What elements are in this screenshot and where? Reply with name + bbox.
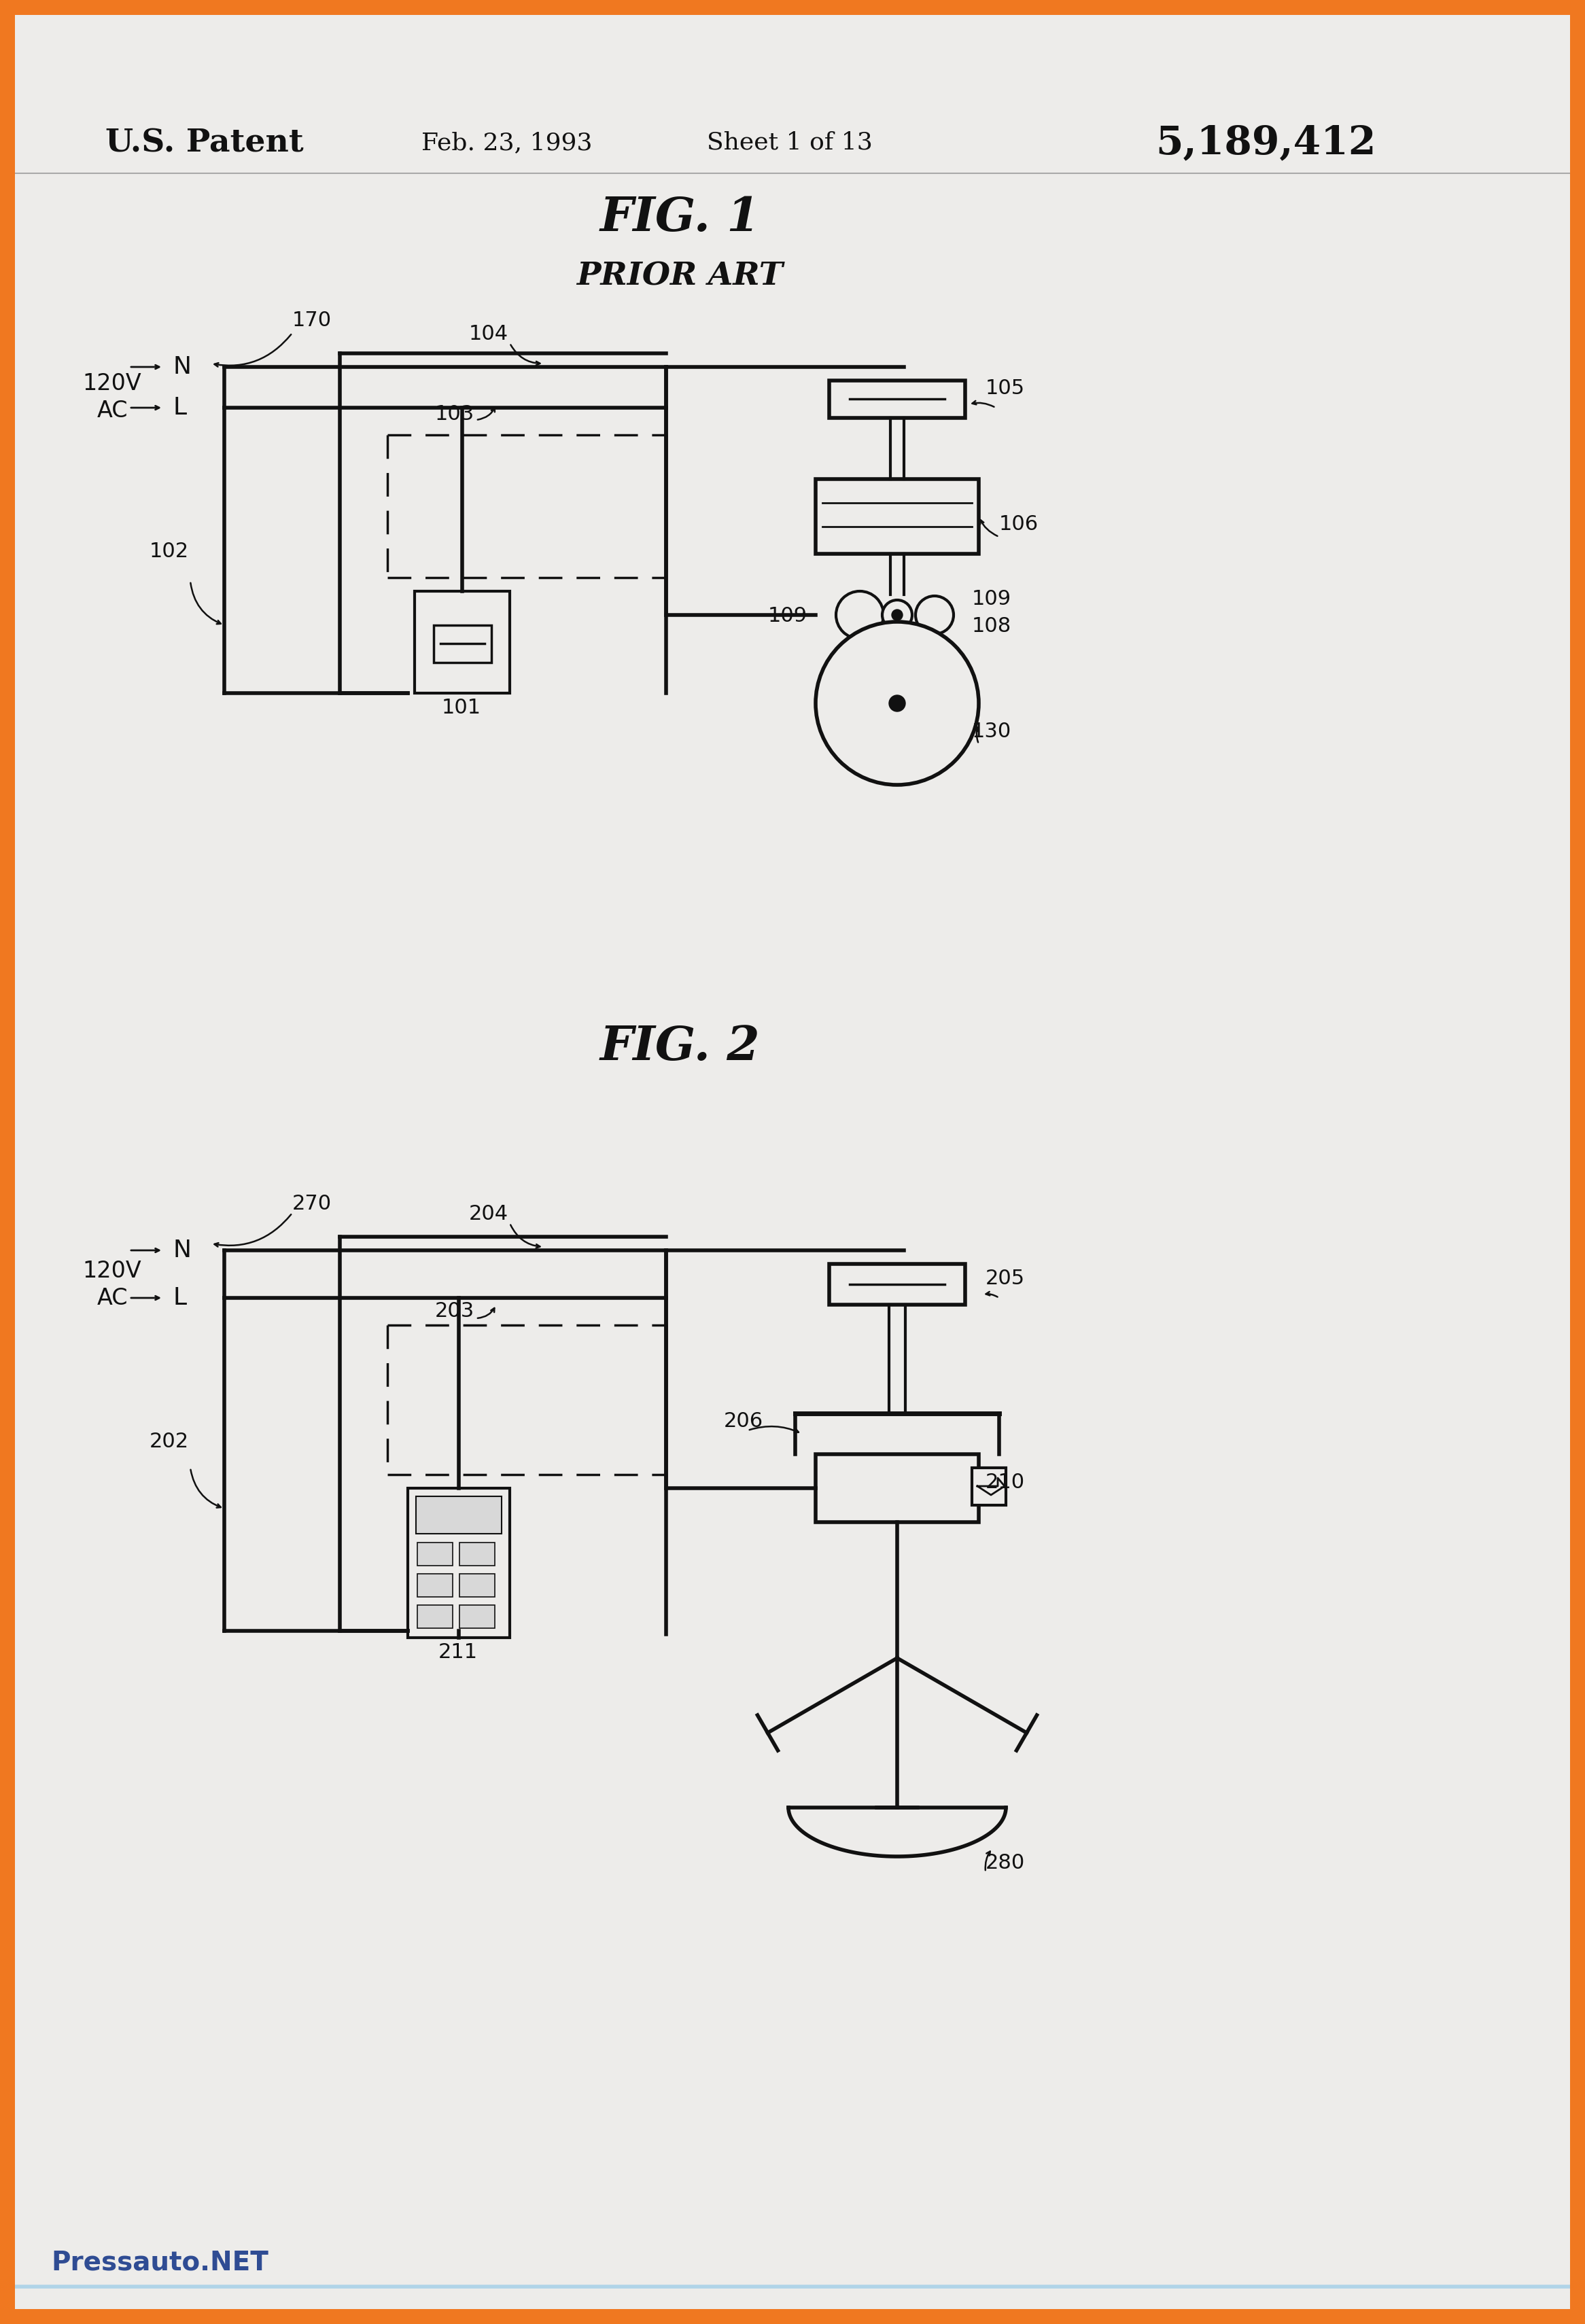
- Text: 211: 211: [439, 1643, 479, 1662]
- Bar: [0, 2310, 1585, 2324]
- Text: 106: 106: [999, 514, 1038, 535]
- Bar: [816, 479, 978, 553]
- Text: PRIOR ART: PRIOR ART: [577, 260, 783, 293]
- Text: 104: 104: [469, 323, 509, 344]
- Text: 204: 204: [469, 1204, 509, 1225]
- Text: 105: 105: [986, 379, 1025, 397]
- Circle shape: [883, 600, 911, 630]
- Bar: [829, 381, 965, 418]
- Text: 5,189,412: 5,189,412: [1155, 123, 1376, 163]
- Text: 203: 203: [434, 1301, 474, 1320]
- Text: 120V: 120V: [82, 1260, 141, 1283]
- Text: Sheet 1 of 13: Sheet 1 of 13: [707, 130, 873, 153]
- Bar: [415, 590, 510, 693]
- Text: FIG. 1: FIG. 1: [599, 195, 759, 242]
- Bar: [417, 1573, 453, 1597]
- Bar: [460, 1543, 495, 1566]
- Bar: [460, 1573, 495, 1597]
- Circle shape: [835, 590, 883, 639]
- Text: 101: 101: [442, 697, 482, 718]
- Bar: [434, 625, 491, 662]
- Text: 270: 270: [292, 1195, 331, 1213]
- Text: 280: 280: [986, 1852, 1025, 1873]
- Circle shape: [889, 695, 905, 711]
- Bar: [1571, 0, 1585, 2324]
- Text: 206: 206: [724, 1411, 764, 1432]
- Text: 103: 103: [434, 404, 474, 423]
- Bar: [816, 1455, 978, 1522]
- Circle shape: [816, 623, 978, 786]
- Bar: [0, 0, 1585, 14]
- Text: 109: 109: [769, 607, 807, 625]
- Bar: [417, 1543, 453, 1566]
- Bar: [972, 1469, 1006, 1506]
- Text: AC: AC: [97, 1287, 128, 1308]
- Circle shape: [916, 595, 954, 634]
- Bar: [417, 1606, 453, 1629]
- Bar: [407, 1487, 510, 1638]
- Text: L: L: [173, 395, 187, 418]
- Text: N: N: [173, 1239, 192, 1262]
- Text: FIG. 2: FIG. 2: [599, 1025, 759, 1069]
- Text: 102: 102: [149, 541, 189, 562]
- Circle shape: [892, 609, 902, 621]
- Text: U.S. Patent: U.S. Patent: [105, 128, 304, 158]
- Bar: [0, 0, 14, 2324]
- Text: Pressauto.NET: Pressauto.NET: [51, 2250, 268, 2275]
- Text: AC: AC: [97, 400, 128, 423]
- Text: 109: 109: [972, 590, 1011, 609]
- Bar: [460, 1606, 495, 1629]
- Text: 170: 170: [292, 311, 331, 330]
- Text: 130: 130: [972, 723, 1011, 741]
- Text: Feb. 23, 1993: Feb. 23, 1993: [422, 130, 593, 153]
- Bar: [829, 1264, 965, 1304]
- Text: 120V: 120V: [82, 372, 141, 395]
- Text: 210: 210: [986, 1473, 1025, 1492]
- Text: 202: 202: [149, 1432, 189, 1452]
- Text: 108: 108: [972, 616, 1011, 637]
- Text: 205: 205: [986, 1269, 1025, 1287]
- Text: L: L: [173, 1287, 187, 1308]
- Text: N: N: [173, 356, 192, 379]
- Bar: [415, 1497, 501, 1534]
